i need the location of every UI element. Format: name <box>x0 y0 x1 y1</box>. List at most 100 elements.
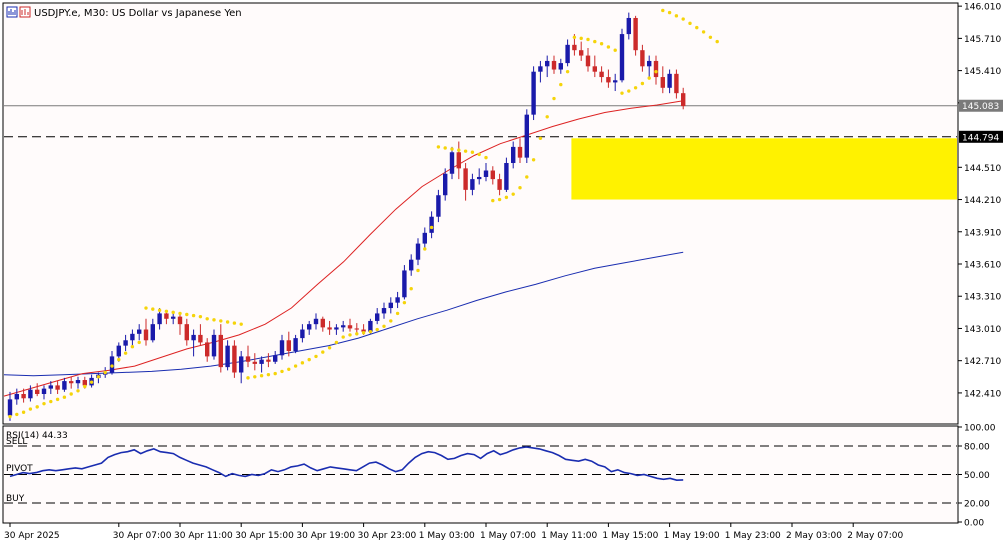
candle-body <box>239 356 244 373</box>
candle-body <box>48 385 53 389</box>
y-tick-label: 143.610 <box>964 260 1001 270</box>
psar-dot <box>246 376 250 380</box>
candle <box>130 329 135 346</box>
psar-dot <box>443 146 447 150</box>
psar-dot <box>504 195 509 200</box>
psar-dot <box>579 36 583 41</box>
psar-dot <box>402 300 407 305</box>
psar-dot <box>49 399 53 404</box>
y-tick-label: 143.310 <box>964 293 1001 303</box>
psar-dot <box>198 314 203 319</box>
candle-body <box>436 195 441 217</box>
psar-dot <box>178 311 182 316</box>
candle-body <box>470 179 475 190</box>
candle-body <box>177 316 183 325</box>
candle-body <box>307 324 312 330</box>
candle-body <box>538 66 543 72</box>
candle <box>347 318 353 332</box>
y-tick-label: 144.510 <box>964 164 1001 174</box>
chart-title: USDJPY.e, M30: US Dollar vs Japanese Yen <box>34 8 242 19</box>
chart-properties-icon[interactable] <box>6 6 18 18</box>
candle-body <box>449 152 455 174</box>
candle-body <box>579 50 584 56</box>
candle <box>592 55 597 78</box>
candle-body <box>225 345 230 368</box>
chart-window-icon[interactable] <box>19 6 31 18</box>
candle <box>137 324 142 341</box>
candle <box>123 334 128 352</box>
candle-body <box>477 176 482 180</box>
candle-body <box>286 340 291 352</box>
candle-body <box>511 146 516 164</box>
candle-body <box>361 329 366 332</box>
psar-dot <box>395 311 400 316</box>
psar-dot <box>110 364 114 368</box>
candle <box>660 66 665 94</box>
ma-slow-line <box>3 251 684 377</box>
psar-dot <box>341 335 345 339</box>
candle <box>307 320 312 335</box>
candle <box>402 265 407 300</box>
candle <box>395 291 400 309</box>
candle-body <box>456 152 461 169</box>
candle <box>647 55 652 78</box>
psar-dot <box>640 81 645 86</box>
candle <box>191 329 196 357</box>
candle <box>211 329 217 360</box>
candle-body <box>565 44 570 64</box>
psar-dot <box>300 361 305 365</box>
x-tick-label: 1 May 03:00 <box>419 531 475 541</box>
psar-dot <box>225 320 230 324</box>
candle-body <box>633 17 638 51</box>
x-tick-label: 30 Apr 19:00 <box>296 531 355 541</box>
psar-dot <box>42 401 46 406</box>
rsi-line <box>9 446 684 482</box>
candle <box>245 345 251 368</box>
psar-dot <box>559 82 563 87</box>
y-tick-label: 142.410 <box>964 389 1001 399</box>
psar-dot <box>450 147 454 151</box>
psar-dot <box>667 10 672 15</box>
candle-body <box>660 77 665 88</box>
psar-dot <box>531 158 536 162</box>
candle-body <box>171 316 176 319</box>
x-tick-label: 30 Apr 11:00 <box>174 531 233 541</box>
candle <box>681 87 686 110</box>
main-pane[interactable] <box>2 2 959 425</box>
current-price-tag <box>959 99 1003 112</box>
psar-dot <box>633 86 638 90</box>
candle-body <box>123 340 128 346</box>
candle <box>143 318 149 346</box>
psar-dot <box>171 310 175 315</box>
candle <box>334 324 339 335</box>
psar-dot <box>606 45 611 49</box>
candle-body <box>28 389 33 399</box>
candle <box>150 318 155 343</box>
candle-body <box>130 333 135 341</box>
candle <box>456 141 461 180</box>
candle <box>62 377 67 392</box>
candle-body <box>273 355 278 362</box>
candle-body <box>667 73 672 88</box>
supply-zone[interactable] <box>571 138 957 200</box>
x-tick-label: 1 May 19:00 <box>664 531 720 541</box>
psar-dot <box>293 364 298 368</box>
psar-dot <box>538 136 543 140</box>
psar-dot <box>375 327 379 332</box>
candle <box>381 302 387 319</box>
candle-body <box>409 259 414 271</box>
candle-body <box>35 389 40 394</box>
candle-body <box>266 359 271 362</box>
psar-dot <box>627 89 631 93</box>
psar-dot <box>8 414 12 419</box>
candle-body <box>245 356 251 362</box>
candle <box>415 238 421 266</box>
psar-dot <box>219 319 223 323</box>
level-tag <box>959 130 1003 143</box>
psar-dot <box>21 410 26 414</box>
candle <box>449 146 455 180</box>
y-tick-label: 145.410 <box>964 67 1001 77</box>
candle-body <box>41 388 47 394</box>
